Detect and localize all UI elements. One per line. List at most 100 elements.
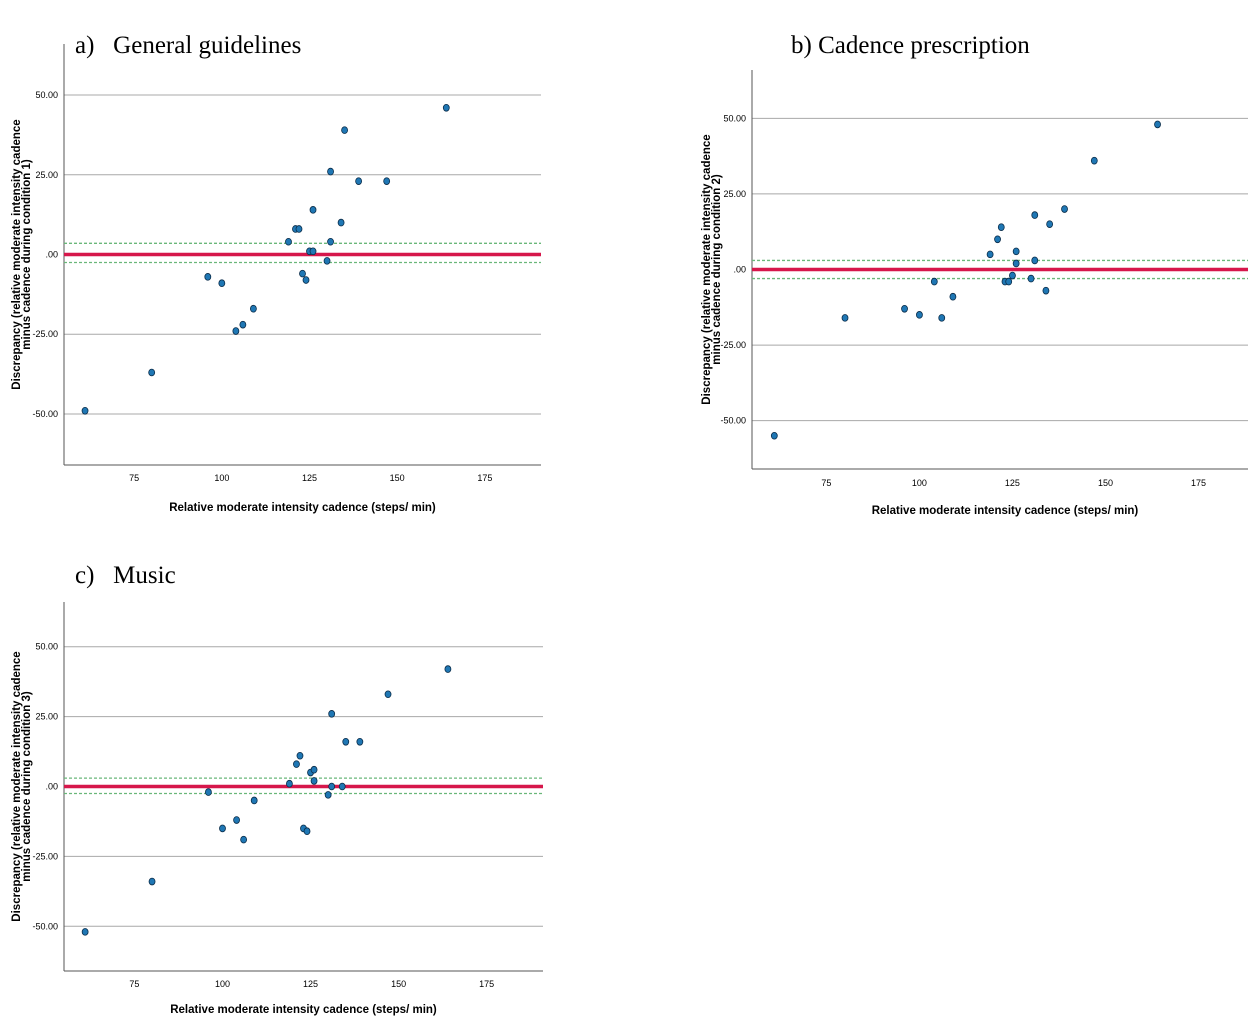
x-tick-label: 125 <box>303 979 318 989</box>
data-point <box>296 751 304 760</box>
data-point <box>1031 256 1039 265</box>
x-tick-label: 100 <box>912 478 927 488</box>
y-axis-title-line-2: minus cadence during condition 1) <box>21 159 33 350</box>
data-point <box>232 327 240 335</box>
data-point <box>233 816 240 824</box>
data-point <box>770 431 778 440</box>
data-point <box>240 835 248 844</box>
data-point <box>1061 205 1068 213</box>
data-point <box>205 788 212 796</box>
data-point <box>148 368 156 377</box>
y-tick-label: 50.00 <box>35 90 58 100</box>
y-tick-label: .00 <box>45 250 58 260</box>
data-point <box>310 765 318 774</box>
y-tick-label: .00 <box>733 265 746 275</box>
chart-panel-b: b) Cadence prescription 50.00 25.00 .00 -25… <box>690 0 1248 530</box>
data-point <box>328 710 336 718</box>
data-point <box>442 103 450 112</box>
x-tick-label: 150 <box>391 979 406 989</box>
data-point <box>285 237 292 246</box>
data-point <box>901 304 908 313</box>
chart-b-svg: 50.00 25.00 .00 -25.00 -50.00 75 100 125 150 175 R… <box>701 70 1248 517</box>
panel-a-title: a) General guidelines <box>50 4 301 88</box>
y-tick-label: -25.00 <box>32 851 58 861</box>
data-point <box>342 737 350 746</box>
data-point <box>302 276 310 284</box>
panel-b-label: b) <box>791 32 812 59</box>
data-point <box>916 311 923 319</box>
y-tick-label: .00 <box>45 782 58 792</box>
data-point <box>1042 286 1050 295</box>
panel-b-title-text: Cadence prescription <box>818 32 1030 59</box>
y-axis-title: Discrepancy (relative moderate intensity… <box>701 134 723 404</box>
data-point <box>384 690 392 699</box>
data-point <box>949 292 957 301</box>
x-tick-label: 75 <box>129 473 139 483</box>
data-point <box>1012 247 1020 256</box>
data-point <box>1005 277 1013 286</box>
chart-panel-c: c) Music 50.00 25.00 .00 -25.00 -50.00 75 100 1… <box>0 530 600 1018</box>
y-axis-title-line-1: Discrepancy (relative moderate intensity… <box>11 651 23 921</box>
data-point <box>328 782 336 791</box>
data-point <box>356 737 364 746</box>
y-tick-label: -50.00 <box>32 921 58 931</box>
data-point <box>81 406 89 415</box>
data-point <box>341 126 348 134</box>
data-point <box>310 777 318 785</box>
data-point <box>327 237 334 246</box>
y-axis-title-line-1: Discrepancy (relative moderate intensity… <box>701 134 713 404</box>
data-point <box>383 177 391 185</box>
x-tick-label: 175 <box>1191 478 1206 488</box>
panel-c-label: c) <box>75 562 95 589</box>
panel-b-title: b) Cadence prescription <box>766 4 1030 88</box>
data-point <box>204 273 212 281</box>
x-tick-label: 75 <box>821 478 831 488</box>
y-tick-label: 25.00 <box>35 170 58 180</box>
data-point <box>309 206 317 214</box>
data-point <box>841 314 849 322</box>
data-point <box>337 218 345 227</box>
y-axis-title: Discrepancy (relative moderate intensity… <box>11 651 33 921</box>
data-point <box>148 877 156 886</box>
y-tick-label: 50.00 <box>35 642 58 652</box>
panel-c-title: c) Music <box>50 534 176 618</box>
data-point <box>293 760 300 768</box>
data-point <box>355 177 363 185</box>
y-axis-title: Discrepancy (relative moderate intensity… <box>11 119 33 389</box>
data-point <box>997 223 1005 231</box>
y-tick-label: -25.00 <box>720 340 746 350</box>
data-point <box>250 796 258 805</box>
data-point <box>299 269 306 278</box>
data-point <box>338 782 346 791</box>
data-point <box>218 279 226 288</box>
x-tick-label: 125 <box>302 473 317 483</box>
data-point <box>249 304 257 313</box>
x-axis-title: Relative moderate intensity cadence (ste… <box>170 1004 437 1016</box>
data-point <box>1009 271 1016 280</box>
x-tick-label: 100 <box>214 473 229 483</box>
data-point <box>295 225 303 233</box>
x-tick-label: 175 <box>477 473 492 483</box>
y-tick-label: 25.00 <box>723 189 746 199</box>
panel-a-title-text: General guidelines <box>113 32 302 59</box>
y-tick-label: -50.00 <box>720 416 746 426</box>
data-point <box>1090 156 1098 165</box>
x-tick-label: 125 <box>1005 478 1020 488</box>
data-point <box>938 314 946 322</box>
data-point <box>1046 220 1054 228</box>
data-point <box>324 791 332 799</box>
y-axis-title-line-2: minus cadence during condition 3) <box>21 691 33 882</box>
x-axis-title: Relative moderate intensity cadence (ste… <box>169 502 436 514</box>
data-point <box>323 257 331 265</box>
data-point <box>994 235 1001 244</box>
x-tick-label: 150 <box>390 473 405 483</box>
data-point <box>986 250 994 259</box>
y-tick-label: -50.00 <box>32 409 58 419</box>
data-point <box>1012 259 1020 268</box>
data-point <box>1154 120 1161 129</box>
x-tick-label: 75 <box>129 979 139 989</box>
x-axis-title: Relative moderate intensity cadence (ste… <box>872 505 1139 517</box>
y-tick-label: -25.00 <box>32 329 58 339</box>
y-axis-title-line-1: Discrepancy (relative moderate intensity… <box>11 119 23 389</box>
data-point <box>303 827 311 836</box>
